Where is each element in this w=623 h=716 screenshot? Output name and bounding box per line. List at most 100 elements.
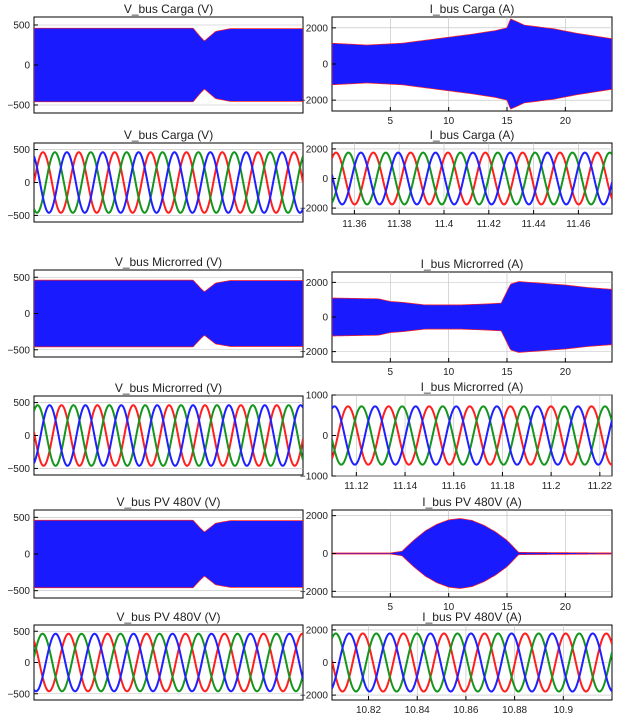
- phase-c-waveform: [332, 151, 612, 206]
- chart-title: I_bus Carga (A): [430, 128, 515, 142]
- y-tick-label: −1000: [300, 472, 329, 483]
- y-tick-label: 2000: [306, 511, 329, 522]
- x-tick-label: 11.22: [588, 481, 613, 492]
- series-group: [332, 151, 612, 206]
- y-tick-label: 2000: [306, 23, 329, 34]
- x-tick-label: 11.38: [387, 219, 412, 230]
- phase-a-waveform: [332, 405, 612, 466]
- x-tick-label: 10: [443, 367, 455, 378]
- y-tick-label: 0: [24, 550, 30, 561]
- phase-c-waveform: [332, 405, 612, 466]
- series-group: [34, 27, 303, 103]
- signal-envelope: [34, 27, 303, 103]
- y-tick-label: 0: [24, 431, 30, 442]
- y-tick-label: 0: [322, 431, 328, 442]
- y-tick-label: 500: [13, 21, 30, 32]
- ibus-carga-full-panel: −2000 0 2000 5 10 15 20 I_bus Carga (A): [300, 2, 613, 127]
- series-group: [34, 404, 303, 467]
- chart-title: V_bus Carga (V): [124, 2, 213, 16]
- series-group: [34, 519, 303, 589]
- x-tick-label: 10.9: [554, 705, 574, 716]
- x-tick-label: 15: [501, 367, 513, 378]
- y-tick-label: 0: [24, 309, 30, 320]
- y-tick-label: −500: [7, 211, 30, 222]
- y-tick-label: −2000: [300, 691, 329, 702]
- phase-c-waveform: [34, 632, 303, 693]
- chart-title: V_bus PV 480V (V): [116, 495, 220, 509]
- x-tick-label: 10.82: [356, 705, 381, 716]
- phase-a-waveform: [34, 632, 303, 693]
- chart-title: V_bus Microrred (V): [115, 381, 222, 395]
- x-tick-label: 5: [388, 116, 394, 127]
- phase-c-waveform: [332, 632, 612, 693]
- x-tick-label: 11.4: [435, 219, 454, 230]
- y-tick-label: −2000: [300, 347, 329, 358]
- vbus-microrred-full-panel: −500 0 500 V_bus Microrred (V): [7, 255, 304, 358]
- x-tick-label: 11.18: [490, 481, 515, 492]
- phase-a-waveform: [332, 632, 612, 693]
- x-tick-label: 15: [501, 116, 513, 127]
- vbus-carga-full-panel: −500 0 500 V_bus Carga (V): [7, 2, 304, 114]
- vbus-microrred-zoom-panel: −500 0 500 V_bus Microrred (V): [7, 381, 304, 476]
- y-tick-label: 500: [13, 398, 30, 409]
- x-tick-label: 10: [443, 116, 455, 127]
- phase-b-waveform: [34, 632, 303, 693]
- phase-a-waveform: [34, 404, 303, 467]
- ibus-microrred-zoom-panel: −1000 0 1000 11.12 11.14 11.16 11.18 11.2 11.22 I…: [300, 380, 613, 492]
- ibus-carga-zoom-panel: −2000 0 2000 11.36 11.38 11.4 11.42 11.44 11.46 I…: [300, 128, 613, 230]
- y-tick-label: 2000: [306, 144, 329, 155]
- chart-title: V_bus PV 480V (V): [116, 610, 220, 624]
- grid-lines: [332, 625, 612, 700]
- chart-title: V_bus Carga (V): [124, 128, 213, 142]
- vbus-carga-zoom-panel: −500 0 500 V_bus Carga (V): [7, 128, 304, 223]
- chart-title: I_bus Microrred (A): [421, 380, 524, 394]
- chart-title: I_bus PV 480V (A): [422, 610, 521, 624]
- y-tick-label: 0: [322, 60, 328, 71]
- chart-title: I_bus Carga (A): [430, 2, 515, 16]
- series-group: [34, 632, 303, 693]
- series-group: [332, 405, 612, 466]
- y-tick-label: 0: [322, 174, 328, 185]
- x-tick-label: 11.12: [344, 481, 369, 492]
- chart-title: I_bus PV 480V (A): [422, 495, 521, 509]
- x-tick-label: 10.84: [405, 705, 430, 716]
- x-tick-label: 15: [501, 602, 513, 613]
- series-group: [34, 151, 303, 214]
- y-tick-label: 0: [24, 178, 30, 189]
- series-group: [332, 18, 612, 110]
- chart-title: V_bus Microrred (V): [115, 255, 222, 269]
- signal-envelope: [332, 18, 612, 110]
- x-tick-label: 5: [388, 602, 394, 613]
- y-tick-label: −2000: [300, 587, 329, 598]
- x-tick-label: 20: [560, 116, 572, 127]
- x-tick-label: 10.86: [453, 705, 478, 716]
- x-tick-label: 11.2: [542, 481, 561, 492]
- y-tick-label: −2000: [300, 204, 329, 215]
- x-tick-label: 20: [560, 367, 572, 378]
- chart-title: I_bus Microrred (A): [421, 257, 524, 271]
- x-tick-label: 5: [388, 367, 394, 378]
- y-tick-label: 1000: [306, 391, 329, 402]
- y-tick-label: 0: [24, 61, 30, 72]
- phase-b-waveform: [332, 405, 612, 466]
- vbus-pv-zoom-panel: −500 0 500 V_bus PV 480V (V): [7, 610, 304, 701]
- phase-a-waveform: [332, 151, 612, 206]
- x-tick-label: 11.14: [393, 481, 418, 492]
- ibus-pv-full-panel: −2000 0 2000 5 10 15 20 I_bus PV 480V (A): [300, 495, 613, 613]
- phase-b-waveform: [332, 151, 612, 206]
- x-tick-label: 11.46: [566, 219, 591, 230]
- phase-c-waveform: [34, 404, 303, 467]
- phase-c-waveform: [34, 151, 303, 214]
- signal-envelope: [332, 281, 612, 353]
- y-tick-label: −2000: [300, 96, 329, 107]
- vbus-pv-full-panel: −500 0 500 V_bus PV 480V (V): [7, 495, 304, 599]
- x-tick-label: 10.88: [502, 705, 527, 716]
- y-tick-label: −500: [7, 101, 30, 112]
- series-group: [332, 632, 612, 693]
- y-tick-label: 500: [13, 145, 30, 156]
- ibus-microrred-full-panel: −2000 0 2000 5 10 15 20 I_bus Microrred (A): [300, 257, 613, 378]
- x-tick-label: 11.36: [342, 219, 367, 230]
- x-tick-label: 11.42: [477, 219, 502, 230]
- y-tick-label: 0: [322, 549, 328, 560]
